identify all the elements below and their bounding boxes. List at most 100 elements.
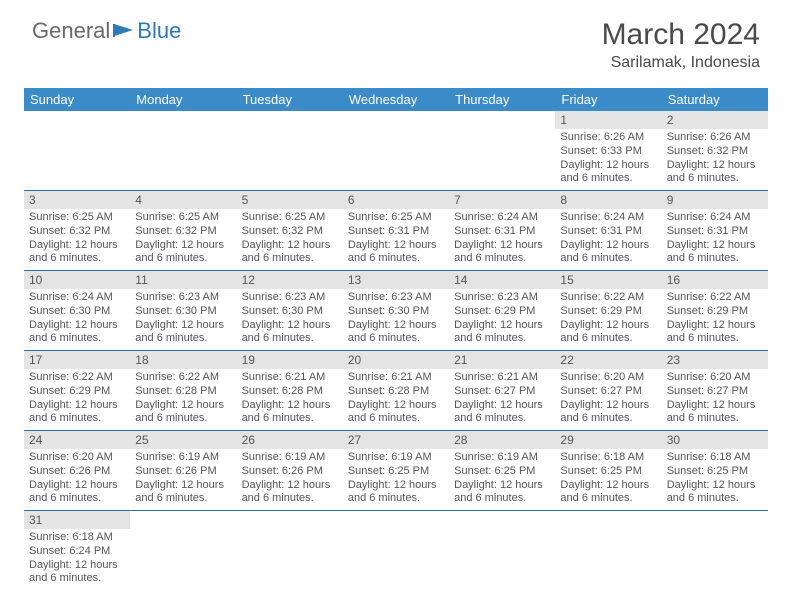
day-number: 9 (662, 191, 768, 209)
day-info: Sunrise: 6:23 AMSunset: 6:30 PMDaylight:… (237, 289, 343, 350)
weekday-header: Tuesday (237, 88, 343, 111)
location-text: Sarilamak, Indonesia (602, 54, 760, 72)
calendar-cell: 6Sunrise: 6:25 AMSunset: 6:31 PMDaylight… (343, 191, 449, 271)
day-number: 12 (237, 271, 343, 289)
day-info: Sunrise: 6:23 AMSunset: 6:29 PMDaylight:… (449, 289, 555, 350)
day-info: Sunrise: 6:23 AMSunset: 6:30 PMDaylight:… (343, 289, 449, 350)
calendar-cell: 5Sunrise: 6:25 AMSunset: 6:32 PMDaylight… (237, 191, 343, 271)
day-info: Sunrise: 6:22 AMSunset: 6:29 PMDaylight:… (24, 369, 130, 430)
calendar-cell: 9Sunrise: 6:24 AMSunset: 6:31 PMDaylight… (662, 191, 768, 271)
calendar-cell: 12Sunrise: 6:23 AMSunset: 6:30 PMDayligh… (237, 271, 343, 351)
day-number: 14 (449, 271, 555, 289)
calendar-cell (237, 511, 343, 591)
calendar-cell: 25Sunrise: 6:19 AMSunset: 6:26 PMDayligh… (130, 431, 236, 511)
calendar-cell: 15Sunrise: 6:22 AMSunset: 6:29 PMDayligh… (555, 271, 661, 351)
day-number: 23 (662, 351, 768, 369)
day-info: Sunrise: 6:19 AMSunset: 6:25 PMDaylight:… (343, 449, 449, 510)
day-number: 19 (237, 351, 343, 369)
calendar-cell: 3Sunrise: 6:25 AMSunset: 6:32 PMDaylight… (24, 191, 130, 271)
calendar-cell: 17Sunrise: 6:22 AMSunset: 6:29 PMDayligh… (24, 351, 130, 431)
day-info: Sunrise: 6:25 AMSunset: 6:32 PMDaylight:… (130, 209, 236, 270)
calendar-cell (130, 111, 236, 191)
day-info: Sunrise: 6:24 AMSunset: 6:31 PMDaylight:… (555, 209, 661, 270)
calendar-cell (130, 511, 236, 591)
title-block: March 2024 Sarilamak, Indonesia (602, 18, 760, 72)
day-info: Sunrise: 6:18 AMSunset: 6:25 PMDaylight:… (662, 449, 768, 510)
logo: General Blue (32, 18, 181, 44)
calendar-head: SundayMondayTuesdayWednesdayThursdayFrid… (24, 88, 768, 111)
calendar-cell: 13Sunrise: 6:23 AMSunset: 6:30 PMDayligh… (343, 271, 449, 351)
day-info: Sunrise: 6:22 AMSunset: 6:29 PMDaylight:… (662, 289, 768, 350)
day-info: Sunrise: 6:22 AMSunset: 6:29 PMDaylight:… (555, 289, 661, 350)
day-number: 17 (24, 351, 130, 369)
day-info: Sunrise: 6:21 AMSunset: 6:28 PMDaylight:… (343, 369, 449, 430)
day-info: Sunrise: 6:18 AMSunset: 6:25 PMDaylight:… (555, 449, 661, 510)
calendar-cell: 24Sunrise: 6:20 AMSunset: 6:26 PMDayligh… (24, 431, 130, 511)
day-number: 1 (555, 111, 661, 129)
weekday-header: Thursday (449, 88, 555, 111)
day-info: Sunrise: 6:20 AMSunset: 6:27 PMDaylight:… (662, 369, 768, 430)
day-number: 30 (662, 431, 768, 449)
calendar-cell: 26Sunrise: 6:19 AMSunset: 6:26 PMDayligh… (237, 431, 343, 511)
calendar-cell: 1Sunrise: 6:26 AMSunset: 6:33 PMDaylight… (555, 111, 661, 191)
calendar-cell: 29Sunrise: 6:18 AMSunset: 6:25 PMDayligh… (555, 431, 661, 511)
day-info: Sunrise: 6:26 AMSunset: 6:33 PMDaylight:… (555, 129, 661, 190)
calendar-cell: 27Sunrise: 6:19 AMSunset: 6:25 PMDayligh… (343, 431, 449, 511)
day-info: Sunrise: 6:18 AMSunset: 6:24 PMDaylight:… (24, 529, 130, 590)
calendar-cell: 14Sunrise: 6:23 AMSunset: 6:29 PMDayligh… (449, 271, 555, 351)
calendar-cell (449, 111, 555, 191)
day-info: Sunrise: 6:24 AMSunset: 6:31 PMDaylight:… (449, 209, 555, 270)
calendar-cell: 23Sunrise: 6:20 AMSunset: 6:27 PMDayligh… (662, 351, 768, 431)
day-number: 2 (662, 111, 768, 129)
day-number: 4 (130, 191, 236, 209)
weekday-header: Monday (130, 88, 236, 111)
calendar-cell: 30Sunrise: 6:18 AMSunset: 6:25 PMDayligh… (662, 431, 768, 511)
calendar-cell: 22Sunrise: 6:20 AMSunset: 6:27 PMDayligh… (555, 351, 661, 431)
page-header: General Blue March 2024 Sarilamak, Indon… (0, 0, 792, 80)
day-number: 5 (237, 191, 343, 209)
weekday-header: Sunday (24, 88, 130, 111)
flag-icon (113, 18, 135, 44)
page-title: March 2024 (602, 18, 760, 52)
calendar-cell: 21Sunrise: 6:21 AMSunset: 6:27 PMDayligh… (449, 351, 555, 431)
day-number: 8 (555, 191, 661, 209)
day-info: Sunrise: 6:19 AMSunset: 6:26 PMDaylight:… (130, 449, 236, 510)
day-info: Sunrise: 6:19 AMSunset: 6:25 PMDaylight:… (449, 449, 555, 510)
calendar-cell: 8Sunrise: 6:24 AMSunset: 6:31 PMDaylight… (555, 191, 661, 271)
calendar-cell: 7Sunrise: 6:24 AMSunset: 6:31 PMDaylight… (449, 191, 555, 271)
weekday-header: Saturday (662, 88, 768, 111)
calendar-cell: 28Sunrise: 6:19 AMSunset: 6:25 PMDayligh… (449, 431, 555, 511)
calendar-cell: 2Sunrise: 6:26 AMSunset: 6:32 PMDaylight… (662, 111, 768, 191)
day-number: 10 (24, 271, 130, 289)
calendar-cell (662, 511, 768, 591)
day-number: 26 (237, 431, 343, 449)
calendar-cell: 20Sunrise: 6:21 AMSunset: 6:28 PMDayligh… (343, 351, 449, 431)
calendar-cell: 16Sunrise: 6:22 AMSunset: 6:29 PMDayligh… (662, 271, 768, 351)
day-info: Sunrise: 6:25 AMSunset: 6:32 PMDaylight:… (237, 209, 343, 270)
day-number: 13 (343, 271, 449, 289)
calendar-cell (24, 111, 130, 191)
day-info: Sunrise: 6:25 AMSunset: 6:31 PMDaylight:… (343, 209, 449, 270)
day-number: 27 (343, 431, 449, 449)
day-info: Sunrise: 6:19 AMSunset: 6:26 PMDaylight:… (237, 449, 343, 510)
calendar-cell (237, 111, 343, 191)
day-number: 25 (130, 431, 236, 449)
day-info: Sunrise: 6:20 AMSunset: 6:27 PMDaylight:… (555, 369, 661, 430)
day-number: 6 (343, 191, 449, 209)
calendar-table: SundayMondayTuesdayWednesdayThursdayFrid… (24, 88, 768, 590)
calendar-cell: 11Sunrise: 6:23 AMSunset: 6:30 PMDayligh… (130, 271, 236, 351)
day-info: Sunrise: 6:24 AMSunset: 6:31 PMDaylight:… (662, 209, 768, 270)
calendar-cell (555, 511, 661, 591)
calendar-cell: 10Sunrise: 6:24 AMSunset: 6:30 PMDayligh… (24, 271, 130, 351)
day-number: 22 (555, 351, 661, 369)
calendar-cell (449, 511, 555, 591)
calendar-cell (343, 511, 449, 591)
day-number: 18 (130, 351, 236, 369)
day-info: Sunrise: 6:23 AMSunset: 6:30 PMDaylight:… (130, 289, 236, 350)
calendar-cell: 19Sunrise: 6:21 AMSunset: 6:28 PMDayligh… (237, 351, 343, 431)
day-number: 15 (555, 271, 661, 289)
day-info: Sunrise: 6:21 AMSunset: 6:28 PMDaylight:… (237, 369, 343, 430)
day-info: Sunrise: 6:20 AMSunset: 6:26 PMDaylight:… (24, 449, 130, 510)
day-number: 24 (24, 431, 130, 449)
day-number: 29 (555, 431, 661, 449)
